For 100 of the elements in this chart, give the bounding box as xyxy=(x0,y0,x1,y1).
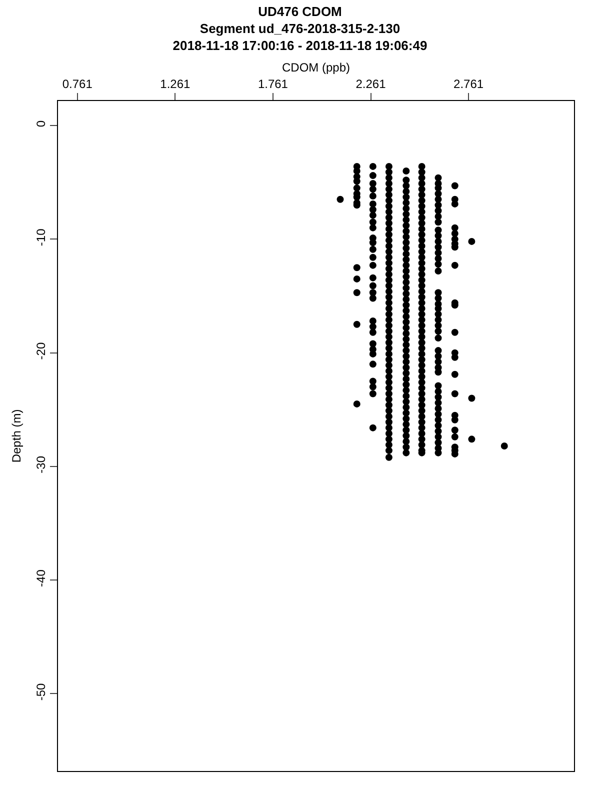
point xyxy=(385,214,392,222)
point xyxy=(434,368,442,376)
point xyxy=(434,334,442,342)
point xyxy=(451,433,458,440)
point xyxy=(385,186,392,193)
point xyxy=(385,384,392,392)
point xyxy=(385,162,392,170)
point xyxy=(402,330,410,337)
point xyxy=(402,302,410,309)
point xyxy=(353,184,360,192)
point xyxy=(369,318,376,324)
point xyxy=(385,402,392,409)
point xyxy=(402,312,410,320)
point xyxy=(418,384,426,392)
point xyxy=(434,268,442,274)
point xyxy=(369,186,376,193)
point xyxy=(369,274,376,282)
point xyxy=(385,248,392,256)
point xyxy=(385,430,392,437)
point xyxy=(385,231,392,238)
point xyxy=(385,373,392,380)
point xyxy=(385,418,392,426)
point xyxy=(418,305,426,312)
point xyxy=(402,168,410,174)
point xyxy=(353,289,360,296)
x-tick-label: 1.761 xyxy=(258,77,288,92)
point xyxy=(369,289,376,296)
point xyxy=(451,230,458,237)
point xyxy=(385,288,392,295)
y-tick-label: -20 xyxy=(34,342,48,360)
point xyxy=(369,383,376,390)
point xyxy=(385,412,392,420)
point xyxy=(418,430,426,437)
point xyxy=(434,260,442,268)
point xyxy=(385,202,392,210)
point xyxy=(385,447,392,454)
x-axis-title: CDOM (ppb) xyxy=(282,60,350,74)
point xyxy=(385,356,392,364)
point xyxy=(500,442,508,450)
point xyxy=(385,225,392,232)
point xyxy=(418,260,426,267)
point xyxy=(369,390,376,398)
point xyxy=(418,242,426,250)
point xyxy=(385,197,392,204)
point xyxy=(353,264,360,272)
point xyxy=(402,392,410,400)
point xyxy=(402,347,410,354)
point xyxy=(369,192,376,200)
point xyxy=(434,218,442,226)
point xyxy=(451,390,458,398)
point xyxy=(353,168,360,174)
point xyxy=(418,197,426,204)
y-tick-label: 0 xyxy=(34,120,48,128)
point xyxy=(385,368,392,374)
point xyxy=(385,294,392,301)
point xyxy=(418,322,426,330)
point xyxy=(369,294,376,302)
point xyxy=(451,426,458,434)
point xyxy=(385,436,392,443)
point xyxy=(369,162,376,170)
point xyxy=(369,212,376,219)
point xyxy=(369,200,376,208)
point xyxy=(402,188,410,195)
point xyxy=(369,172,376,180)
point xyxy=(385,168,392,176)
point xyxy=(402,438,410,445)
point xyxy=(434,328,442,335)
point xyxy=(451,328,458,336)
point xyxy=(369,282,376,290)
point xyxy=(353,275,360,282)
chart-title: UD476 CDOM xyxy=(258,4,342,19)
point xyxy=(353,400,360,408)
point xyxy=(385,339,392,346)
point xyxy=(369,323,376,330)
chart-subtitle: Segment ud_476-2018-315-2-130 2018-11-18 17:00:16 - 2018-11-18 19:06:49 xyxy=(172,20,428,53)
point xyxy=(468,394,476,402)
point xyxy=(468,436,476,443)
point xyxy=(402,426,410,434)
point xyxy=(369,360,376,368)
point xyxy=(385,265,392,272)
point xyxy=(369,424,376,432)
point xyxy=(369,239,376,246)
point xyxy=(385,310,392,318)
point xyxy=(369,246,376,253)
point xyxy=(451,262,458,269)
y-tick-label: -30 xyxy=(34,456,48,474)
point xyxy=(369,224,376,232)
point xyxy=(468,238,476,245)
point xyxy=(369,262,376,269)
point xyxy=(402,176,410,184)
point xyxy=(369,328,376,336)
point xyxy=(451,370,458,378)
point xyxy=(418,368,426,374)
point xyxy=(418,180,426,187)
point xyxy=(402,268,410,274)
point xyxy=(451,182,458,190)
point xyxy=(402,375,410,382)
point xyxy=(369,218,376,226)
point xyxy=(385,322,392,330)
x-tick-label: 0.761 xyxy=(62,77,93,92)
